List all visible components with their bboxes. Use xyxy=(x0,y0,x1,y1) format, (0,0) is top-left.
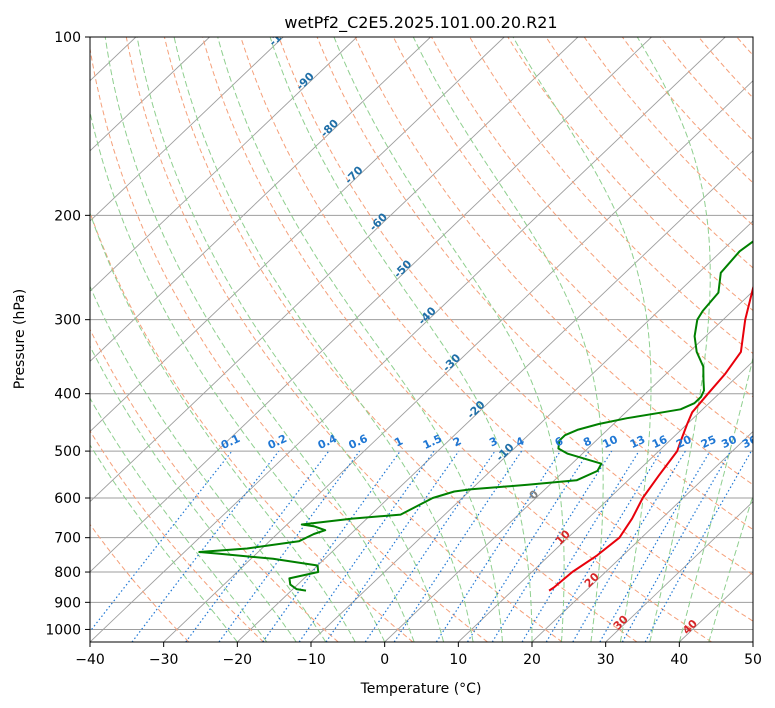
mixing-ratio-line xyxy=(262,450,401,642)
isotherm-line xyxy=(90,37,284,222)
mixing-ratio-line xyxy=(621,450,732,642)
x-tick-label: 50 xyxy=(744,652,762,668)
chart-title: wetPf2_C2E5.2025.101.00.20.R21 xyxy=(284,13,557,33)
x-tick-label: 20 xyxy=(523,652,541,668)
mixing-ratio-line xyxy=(466,450,590,642)
dry-adiabat-line xyxy=(90,523,190,642)
x-tick-label: 0 xyxy=(380,652,389,668)
temperature-line xyxy=(548,284,753,592)
isotherm-line xyxy=(752,641,753,642)
moist-adiabat-line xyxy=(636,37,711,642)
plot-area xyxy=(0,37,753,642)
y-tick-label: 200 xyxy=(54,208,81,224)
x-tick-label: −30 xyxy=(149,652,179,668)
moist-adiabat-line xyxy=(104,37,415,642)
isotherm-line xyxy=(90,37,431,362)
isotherm-line xyxy=(90,37,726,642)
moist-adiabat-line xyxy=(173,37,474,642)
moist-adiabat-line xyxy=(90,285,327,642)
y-tick-label: 800 xyxy=(54,565,81,581)
x-tick-label: 40 xyxy=(670,652,688,668)
mixing-ratio-label: 20 xyxy=(674,433,694,451)
dry-adiabat-line xyxy=(90,211,414,642)
mixing-ratio-label: 36 xyxy=(740,433,760,451)
moist-adiabat-line xyxy=(217,37,503,642)
mixing-ratio-line xyxy=(644,450,752,642)
isotherm-line xyxy=(90,37,505,433)
mixing-ratio-label: 25 xyxy=(699,433,718,451)
isotherm-label: -100 xyxy=(266,20,295,49)
mixing-ratio-line xyxy=(521,450,640,642)
isotherm-line xyxy=(605,501,753,642)
x-axis-title: Temperature (°C) xyxy=(360,681,482,697)
mixing-ratio-label: 13 xyxy=(628,433,647,451)
y-tick-label: 100 xyxy=(54,30,81,46)
mixing-ratio-label: 30 xyxy=(719,433,739,451)
y-axis-title: Pressure (hPa) xyxy=(12,289,28,389)
y-tick-label: 500 xyxy=(54,444,81,460)
x-tick-label: 30 xyxy=(597,652,615,668)
y-tick-label: 400 xyxy=(54,387,81,403)
mixing-ratio-line xyxy=(435,450,561,642)
isotherm-line xyxy=(90,37,358,292)
plot-frame xyxy=(89,36,754,643)
mixing-ratio-line xyxy=(298,450,435,642)
y-tick-label: 700 xyxy=(54,531,81,547)
dry-adiabat-line xyxy=(316,37,753,531)
y-tick-label: 300 xyxy=(54,313,81,329)
moist-adiabat-line xyxy=(90,211,356,642)
mixing-ratio-line xyxy=(393,450,523,642)
dry-adiabat-line xyxy=(163,37,638,642)
mixing-ratio-line xyxy=(325,450,460,642)
moist-adiabat-line xyxy=(90,109,386,642)
dry-adiabat-line xyxy=(240,37,753,622)
y-tick-label: 1000 xyxy=(45,622,81,638)
dewpoint-line xyxy=(198,240,753,592)
isotherm-line xyxy=(0,37,62,642)
moist-adiabat-line xyxy=(136,37,445,642)
mixing-ratio-label: 10 xyxy=(601,433,621,451)
mixing-ratio-line xyxy=(218,450,361,642)
dry-adiabat-line xyxy=(125,37,563,642)
dry-adiabat-line xyxy=(90,45,488,642)
mixing-ratio-label: 16 xyxy=(650,433,670,451)
x-tick-label: −20 xyxy=(223,652,253,668)
dry-adiabat-line xyxy=(392,37,753,442)
y-tick-label: 600 xyxy=(54,491,81,507)
mixing-ratio-line xyxy=(185,450,330,642)
isotherm-line xyxy=(310,220,753,642)
moist-adiabat-line xyxy=(412,37,604,642)
isotherm-line xyxy=(237,150,753,642)
isotherm-line xyxy=(531,430,753,642)
isotherm-line xyxy=(90,37,210,152)
moist-adiabat-line xyxy=(512,37,652,642)
isotherm-line xyxy=(458,360,753,642)
x-tick-label: −40 xyxy=(75,652,105,668)
plot-background xyxy=(90,37,753,642)
isotherm-line xyxy=(90,37,652,573)
isotherm-line xyxy=(163,80,753,642)
moist-adiabat-line xyxy=(269,37,533,642)
moist-adiabat-line xyxy=(333,37,565,642)
dry-adiabat-line xyxy=(90,429,264,642)
series-layer xyxy=(198,240,753,592)
dry-adiabat-line xyxy=(469,37,753,355)
isotherm-line xyxy=(90,37,579,503)
axes-layer: −40 −30 −20 −10 0 10 20 30 40 50 100 200 300 400 500 60… xyxy=(45,30,762,668)
isotherm-line xyxy=(384,290,753,642)
x-tick-label: 10 xyxy=(449,652,467,668)
y-tick-label: 900 xyxy=(54,595,81,611)
mixing-ratio-line xyxy=(364,450,496,642)
x-tick-label: −10 xyxy=(296,652,326,668)
